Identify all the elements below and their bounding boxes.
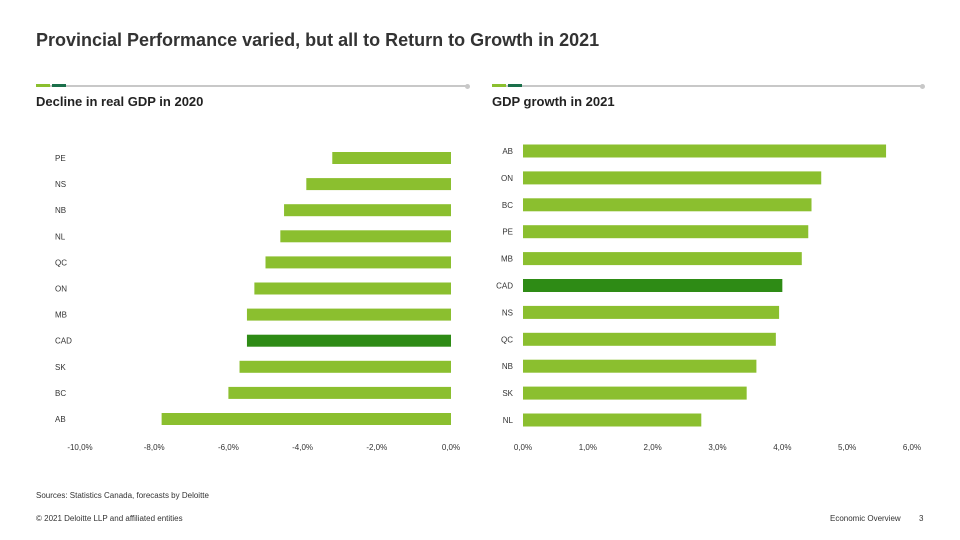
right-accent-dark xyxy=(508,84,522,87)
right-category-label-mb: MB xyxy=(501,255,513,264)
left-accent-light xyxy=(36,84,50,87)
left-tick-label: -6,0% xyxy=(218,443,239,452)
left-category-label-mb: MB xyxy=(55,311,67,320)
left-chart-title: Decline in real GDP in 2020 xyxy=(36,94,204,109)
left-category-label-on: ON xyxy=(55,285,67,294)
left-bar-mb xyxy=(246,308,451,321)
left-category-label-ns: NS xyxy=(55,180,66,189)
right-category-label-ns: NS xyxy=(502,308,513,317)
right-bar-on xyxy=(523,171,822,185)
right-divider xyxy=(492,85,924,87)
left-category-label-ab: AB xyxy=(55,415,66,424)
left-bar-pe xyxy=(332,152,451,164)
right-category-label-cad: CAD xyxy=(496,282,513,291)
left-tick-label: -8,0% xyxy=(144,443,165,452)
right-tick-label: 5,0% xyxy=(838,443,856,452)
left-bar-ns xyxy=(306,178,451,191)
left-category-label-qc: QC xyxy=(55,258,67,267)
right-category-label-nb: NB xyxy=(502,362,513,371)
left-category-label-sk: SK xyxy=(55,363,66,372)
right-category-label-nl: NL xyxy=(503,416,514,425)
left-bar-qc xyxy=(265,256,451,269)
right-bar-pe xyxy=(523,225,809,239)
right-tick-label: 1,0% xyxy=(579,443,597,452)
left-category-label-nb: NB xyxy=(55,206,66,215)
left-category-label-cad: CAD xyxy=(55,337,72,346)
page-title: Provincial Performance varied, but all t… xyxy=(36,30,600,50)
right-category-label-qc: QC xyxy=(501,335,513,344)
page-number: 3 xyxy=(919,514,924,523)
left-bar-nb xyxy=(284,204,451,217)
right-divider-end-dot xyxy=(920,84,925,89)
right-category-label-sk: SK xyxy=(502,389,513,398)
right-bar-ns xyxy=(523,305,780,319)
right-bar-nl xyxy=(523,413,702,427)
left-bar-sk xyxy=(239,360,451,373)
right-tick-label: 6,0% xyxy=(903,443,921,452)
right-tick-label: 0,0% xyxy=(514,443,532,452)
right-tick-label: 3,0% xyxy=(708,443,726,452)
left-bar-nl xyxy=(280,230,451,243)
left-category-label-nl: NL xyxy=(55,232,66,241)
left-divider xyxy=(36,85,468,87)
left-category-label-bc: BC xyxy=(55,389,66,398)
right-bar-sk xyxy=(523,386,747,400)
left-bar-cad xyxy=(246,334,451,347)
right-tick-label: 4,0% xyxy=(773,443,791,452)
left-tick-label: -10,0% xyxy=(67,443,92,452)
right-bar-mb xyxy=(523,252,802,266)
right-category-label-bc: BC xyxy=(502,201,513,210)
right-bar-qc xyxy=(523,332,776,346)
sources-note: Sources: Statistics Canada, forecasts by… xyxy=(36,491,209,500)
right-tick-label: 2,0% xyxy=(644,443,662,452)
right-category-label-pe: PE xyxy=(502,228,513,237)
gdp-decline-2020-chart: PE NS NB NL QC ON MB CAD SK BC AB -10,0% -8,0% -6,0% -… xyxy=(55,152,460,452)
left-tick-label: 0,0% xyxy=(442,443,460,452)
left-category-label-pe: PE xyxy=(55,154,66,163)
section-label: Economic Overview xyxy=(830,514,901,523)
right-bar-nb xyxy=(523,359,757,373)
right-chart-title: GDP growth in 2021 xyxy=(492,94,615,109)
right-accent-light xyxy=(492,84,506,87)
gdp-growth-2021-chart: AB ON BC PE MB CAD NS QC NB SK NL 0,0% 1,0% 2,0% 3,0% 4… xyxy=(496,144,921,452)
left-accent-dark xyxy=(52,84,66,87)
right-bar-cad xyxy=(523,279,783,292)
right-category-label-on: ON xyxy=(501,174,513,183)
left-divider-end-dot xyxy=(465,84,470,89)
right-category-label-ab: AB xyxy=(502,147,513,156)
left-tick-label: -4,0% xyxy=(292,443,313,452)
copyright-note: © 2021 Deloitte LLP and affiliated entit… xyxy=(36,514,183,523)
right-bar-ab xyxy=(523,144,887,158)
left-tick-label: -2,0% xyxy=(366,443,387,452)
left-bar-ab xyxy=(161,413,451,425)
right-bar-bc xyxy=(523,198,812,212)
left-bar-on xyxy=(254,282,451,295)
left-bar-bc xyxy=(228,386,451,399)
